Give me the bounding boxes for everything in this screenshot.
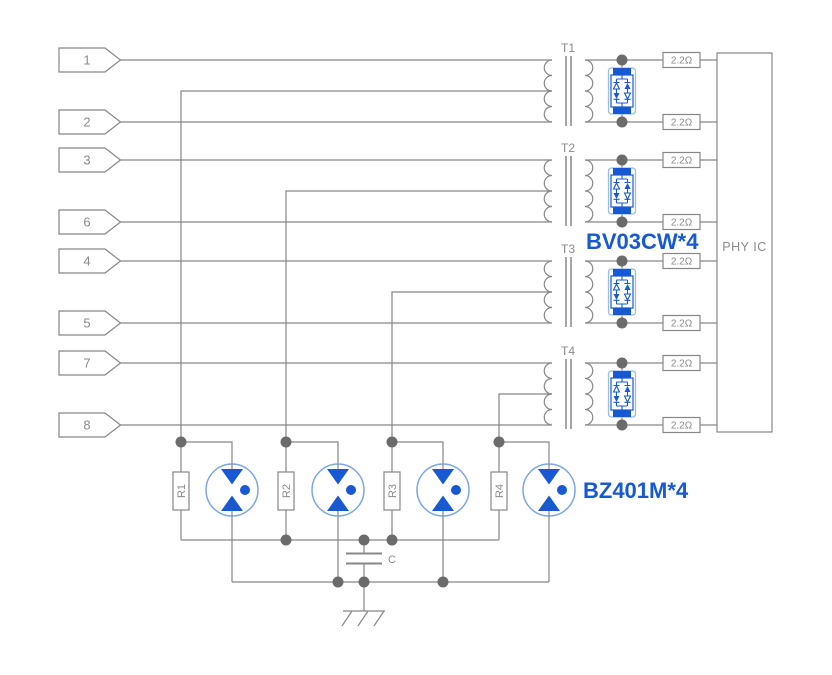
surge-arrester-3 (416, 463, 470, 517)
junction-dot (332, 576, 344, 588)
junction-dot (616, 54, 628, 66)
pin-label: 7 (83, 356, 90, 371)
diode-array-1 (607, 59, 637, 123)
transformer-label: T2 (561, 141, 575, 155)
surge-arrester-part-number: BZ401M*4 (583, 478, 689, 503)
pin-tag-3: 3 (58, 147, 122, 173)
resistor-label: R2 (281, 484, 293, 498)
junction-dot (616, 255, 628, 267)
transformer-label: T4 (561, 344, 575, 358)
surge-arrester-2 (311, 463, 365, 517)
phy-ic-block: PHY IC (716, 52, 773, 433)
capacitor-plates (346, 552, 382, 565)
diode-array-3 (607, 260, 637, 324)
junction-dot (493, 436, 505, 448)
pin-tag-5: 5 (58, 310, 122, 336)
termination-wires (180, 441, 550, 583)
resistor-label: R1 (176, 484, 188, 498)
transformer-t1: T1 (543, 41, 594, 127)
termination-resistor-r1: R1 (172, 471, 190, 511)
junction-dots (175, 54, 628, 588)
resistor-label: R3 (387, 484, 399, 498)
pin-tag-4: 4 (58, 248, 122, 274)
pin-tag-6: 6 (58, 209, 122, 235)
resistor-value: 2.2Ω (671, 359, 693, 370)
junction-dot (280, 534, 292, 546)
pin-label: 2 (83, 115, 90, 130)
junction-dot (358, 576, 370, 588)
series-resistor-6: 2.2Ω (662, 314, 701, 332)
phy-ic-label: PHY IC (722, 240, 766, 254)
series-resistor-4: 2.2Ω (662, 213, 701, 231)
capacitor-label: C (388, 554, 396, 566)
junction-dot (437, 576, 449, 588)
pin-label: 5 (83, 316, 90, 331)
diode-array-2 (607, 159, 637, 223)
pin-tag-7: 7 (58, 350, 122, 376)
junction-dot (280, 436, 292, 448)
pin-label: 6 (83, 215, 90, 230)
pin-label: 8 (83, 418, 90, 433)
transformer-t4: T4 (543, 344, 594, 430)
junction-dot (386, 534, 398, 546)
pin-label: 4 (83, 254, 90, 269)
pin-label: 3 (83, 153, 90, 168)
series-resistor-5: 2.2Ω (662, 252, 701, 270)
junction-dot (616, 154, 628, 166)
transformer-label: T3 (561, 242, 575, 256)
termination-resistor-r2: R2 (277, 471, 295, 511)
series-resistor-2: 2.2Ω (662, 113, 701, 131)
series-resistor-7: 2.2Ω (662, 354, 701, 372)
resistor-value: 2.2Ω (671, 156, 693, 167)
series-resistor-1: 2.2Ω (662, 51, 701, 69)
resistor-value: 2.2Ω (671, 319, 693, 330)
pin-tag-8: 8 (58, 412, 122, 438)
pin-label: 1 (83, 53, 90, 68)
diode-array-part-number: BV03CW*4 (586, 229, 699, 254)
primary-wires (120, 59, 552, 426)
pin-tag-2: 2 (58, 109, 122, 135)
transformer-t2: T2 (543, 141, 594, 227)
transformer-label: T1 (561, 41, 575, 55)
diode-array-4 (607, 362, 637, 426)
resistor-value: 2.2Ω (671, 257, 693, 268)
junction-dot (358, 534, 370, 546)
surge-arrester-1 (205, 463, 259, 517)
junction-dot (616, 419, 628, 431)
series-resistor-8: 2.2Ω (662, 416, 701, 434)
ground-symbol (341, 582, 385, 627)
junction-dot (616, 317, 628, 329)
secondary-wires (585, 59, 717, 426)
junction-dot (616, 116, 628, 128)
series-resistor-3: 2.2Ω (662, 151, 701, 169)
resistor-value: 2.2Ω (671, 421, 693, 432)
resistor-label: R4 (494, 484, 506, 498)
termination-resistor-r4: R4 (490, 471, 508, 511)
junction-dot (175, 436, 187, 448)
resistor-value: 2.2Ω (671, 118, 693, 129)
surge-arrester-4 (522, 463, 576, 517)
pin-tag-1: 1 (58, 47, 122, 73)
junction-dot (616, 357, 628, 369)
center-tap-wires (180, 90, 552, 442)
junction-dot (616, 216, 628, 228)
resistor-value: 2.2Ω (671, 218, 693, 229)
junction-dot (386, 436, 398, 448)
termination-resistor-r3: R3 (383, 471, 401, 511)
resistor-value: 2.2Ω (671, 56, 693, 67)
transformer-t3: T3 (543, 242, 594, 328)
